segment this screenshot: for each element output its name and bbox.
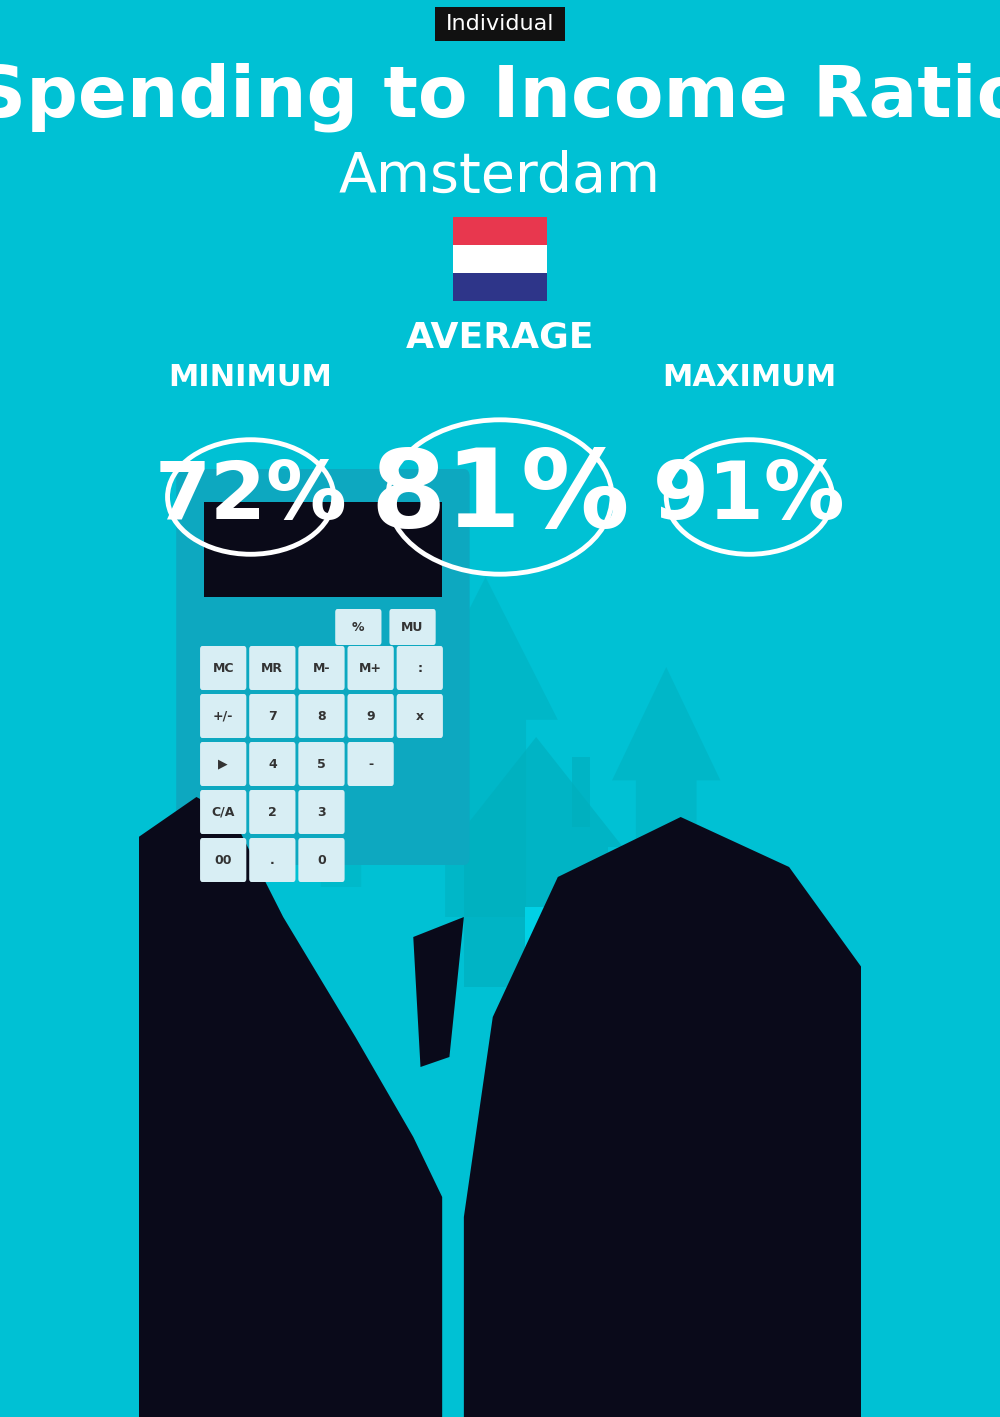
Text: 81%: 81%	[370, 444, 630, 550]
FancyBboxPatch shape	[298, 837, 345, 881]
Polygon shape	[529, 1306, 861, 1417]
FancyBboxPatch shape	[397, 646, 443, 690]
FancyBboxPatch shape	[249, 837, 295, 881]
Polygon shape	[464, 818, 861, 1417]
Text: MU: MU	[401, 621, 424, 633]
Text: M+: M+	[359, 662, 382, 674]
Text: 7: 7	[268, 710, 277, 723]
FancyBboxPatch shape	[200, 837, 246, 881]
FancyBboxPatch shape	[453, 217, 547, 245]
FancyBboxPatch shape	[652, 971, 717, 979]
FancyBboxPatch shape	[652, 947, 717, 955]
FancyBboxPatch shape	[453, 245, 547, 273]
FancyBboxPatch shape	[200, 694, 246, 738]
FancyBboxPatch shape	[249, 791, 295, 835]
Polygon shape	[612, 667, 720, 937]
FancyBboxPatch shape	[249, 743, 295, 786]
Text: $: $	[713, 931, 750, 983]
Text: $: $	[772, 948, 799, 986]
Text: ▶: ▶	[218, 758, 228, 771]
Text: Spending to Income Ratio: Spending to Income Ratio	[0, 62, 1000, 132]
Text: 8: 8	[317, 710, 326, 723]
FancyBboxPatch shape	[397, 694, 443, 738]
FancyBboxPatch shape	[347, 646, 394, 690]
Text: 4: 4	[268, 758, 277, 771]
FancyBboxPatch shape	[200, 791, 246, 835]
Text: 2: 2	[268, 805, 277, 819]
FancyBboxPatch shape	[204, 502, 442, 597]
Ellipse shape	[746, 908, 825, 1024]
FancyBboxPatch shape	[347, 743, 394, 786]
Text: MC: MC	[212, 662, 234, 674]
Text: MAXIMUM: MAXIMUM	[662, 363, 836, 391]
FancyBboxPatch shape	[298, 646, 345, 690]
Polygon shape	[413, 577, 558, 917]
Polygon shape	[413, 917, 464, 1067]
FancyBboxPatch shape	[718, 859, 744, 887]
FancyBboxPatch shape	[389, 609, 436, 645]
Text: %: %	[352, 621, 365, 633]
FancyBboxPatch shape	[298, 694, 345, 738]
FancyBboxPatch shape	[298, 791, 345, 835]
Ellipse shape	[681, 881, 782, 1032]
FancyBboxPatch shape	[200, 646, 246, 690]
Text: 00: 00	[214, 853, 232, 867]
FancyBboxPatch shape	[435, 7, 565, 41]
Polygon shape	[572, 757, 590, 828]
Text: Amsterdam: Amsterdam	[339, 150, 661, 204]
Text: .: .	[270, 853, 275, 867]
Text: MR: MR	[261, 662, 283, 674]
Polygon shape	[139, 796, 442, 1417]
FancyBboxPatch shape	[335, 609, 381, 645]
FancyBboxPatch shape	[652, 964, 717, 971]
FancyBboxPatch shape	[249, 646, 295, 690]
Text: +/-: +/-	[213, 710, 233, 723]
Text: :: :	[417, 662, 422, 674]
Text: 3: 3	[317, 805, 326, 819]
Text: 5: 5	[317, 758, 326, 771]
Polygon shape	[139, 1322, 413, 1417]
FancyBboxPatch shape	[249, 694, 295, 738]
Text: 91%: 91%	[653, 458, 846, 536]
Text: C/A: C/A	[211, 805, 235, 819]
Text: -: -	[368, 758, 373, 771]
FancyBboxPatch shape	[525, 907, 553, 988]
Polygon shape	[449, 737, 623, 847]
Text: Individual: Individual	[446, 14, 554, 34]
Text: MINIMUM: MINIMUM	[169, 363, 333, 391]
FancyBboxPatch shape	[652, 979, 717, 988]
Polygon shape	[305, 707, 377, 887]
FancyBboxPatch shape	[652, 955, 717, 964]
Text: 9: 9	[366, 710, 375, 723]
Polygon shape	[464, 847, 608, 988]
FancyBboxPatch shape	[298, 743, 345, 786]
Text: x: x	[416, 710, 424, 723]
Text: AVERAGE: AVERAGE	[406, 320, 594, 354]
FancyBboxPatch shape	[200, 743, 246, 786]
Text: M-: M-	[313, 662, 330, 674]
FancyBboxPatch shape	[347, 694, 394, 738]
Text: 0: 0	[317, 853, 326, 867]
Text: 72%: 72%	[154, 458, 347, 536]
FancyBboxPatch shape	[453, 273, 547, 300]
FancyBboxPatch shape	[176, 469, 470, 864]
